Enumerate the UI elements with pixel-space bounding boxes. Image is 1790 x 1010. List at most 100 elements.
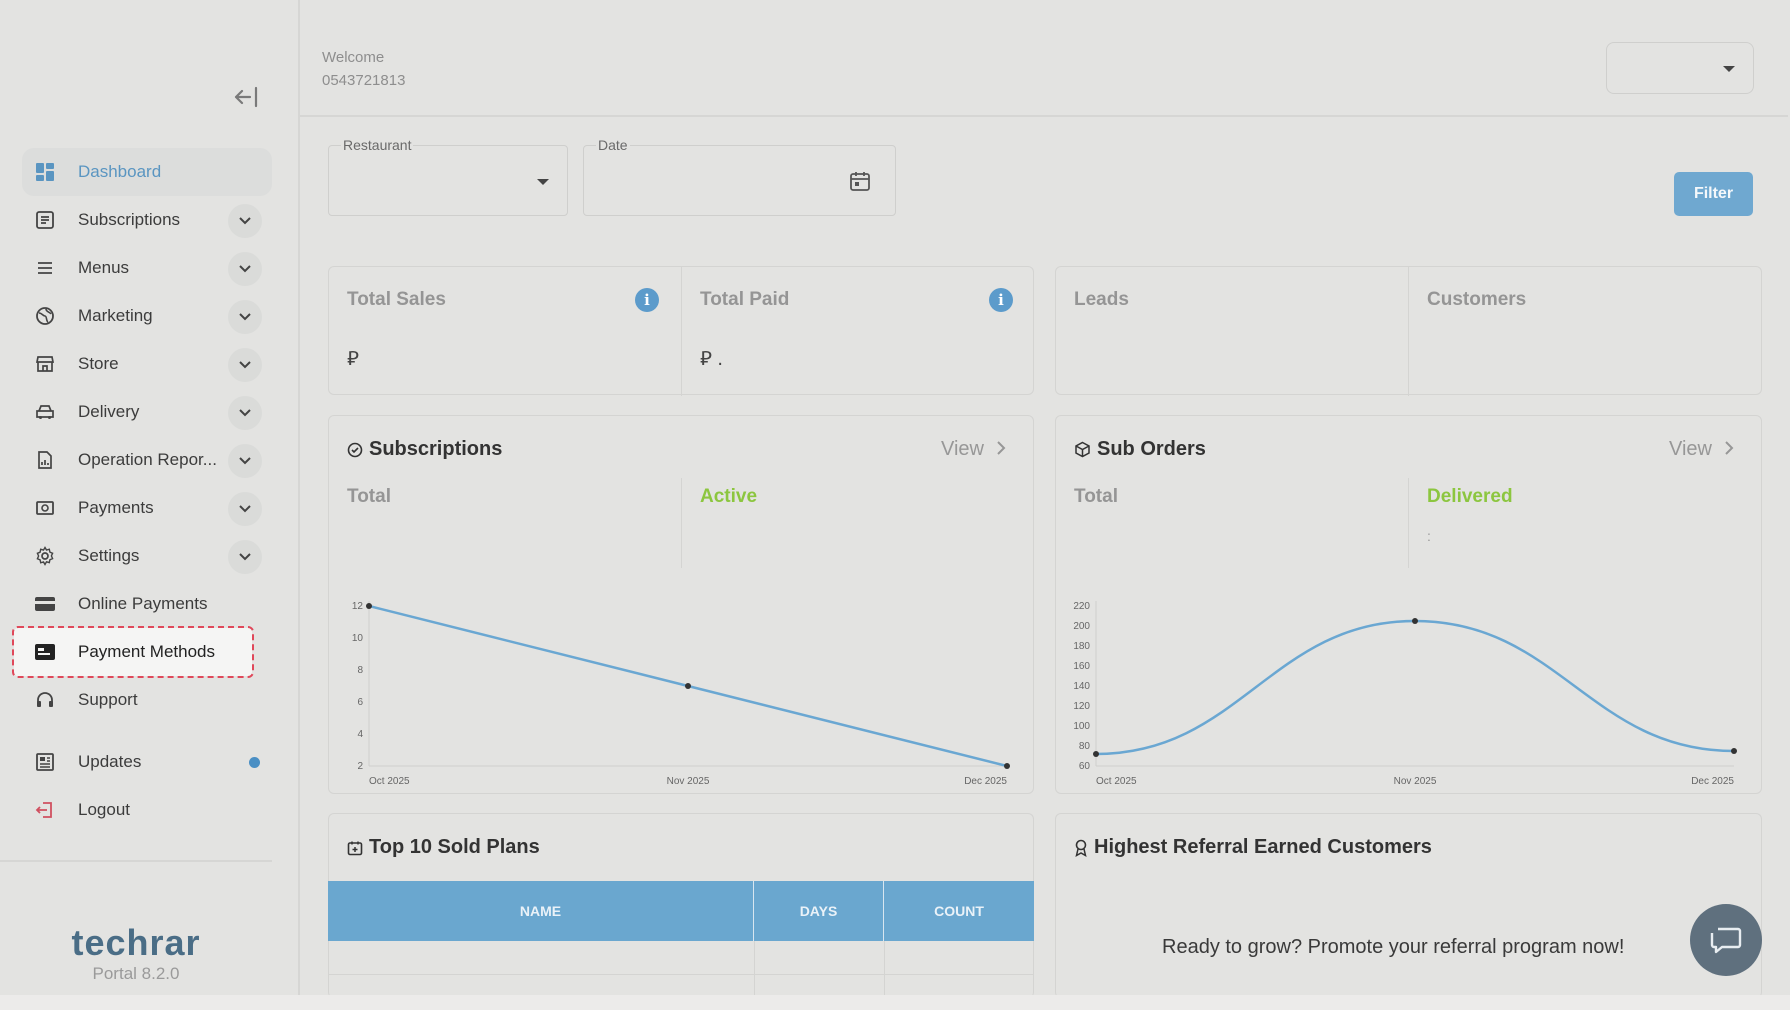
top-right-select[interactable]: [1606, 42, 1754, 94]
y-tick-label: 220: [1073, 601, 1090, 612]
sub-orders-delivered-value: :: [1427, 528, 1431, 544]
y-tick-label: 200: [1073, 621, 1090, 632]
chevron-down-icon[interactable]: [228, 396, 262, 430]
y-tick-label: 4: [357, 729, 363, 740]
caret-down-icon: [537, 179, 549, 185]
subscriptions-title-text: Subscriptions: [369, 438, 503, 460]
view-label: View: [1669, 438, 1712, 460]
chevron-down-icon[interactable]: [228, 492, 262, 526]
subscriptions-view-link[interactable]: View: [941, 438, 1006, 461]
hamburger-menu-icon: [34, 257, 56, 279]
chevron-down-icon[interactable]: [228, 348, 262, 382]
bottom-edge: [0, 995, 1790, 1010]
divider: [681, 478, 682, 568]
chevron-down-icon[interactable]: [228, 444, 262, 478]
sidebar-item-online-payments[interactable]: Online Payments: [22, 580, 272, 628]
sub-orders-card-title: Sub Orders: [1074, 438, 1206, 461]
sidebar: Dashboard Subscriptions Menus Marketing …: [0, 0, 300, 995]
table-row: [328, 941, 1034, 995]
restaurant-select[interactable]: Restaurant: [328, 137, 568, 216]
sidebar-item-updates[interactable]: Updates: [22, 738, 272, 786]
y-tick-label: 120: [1073, 701, 1090, 712]
logout-icon: [34, 799, 56, 821]
x-tick-label: Nov 2025: [667, 776, 710, 786]
sidebar-item-label: Store: [78, 354, 119, 373]
data-point: [1731, 748, 1737, 754]
divider: [884, 941, 885, 995]
chevron-down-icon[interactable]: [228, 204, 262, 238]
filter-button[interactable]: Filter: [1674, 172, 1753, 216]
view-label: View: [941, 438, 984, 460]
chevron-down-icon[interactable]: [228, 300, 262, 334]
dashboard-grid-icon: [34, 161, 56, 183]
chat-support-button[interactable]: [1690, 904, 1762, 976]
y-tick-label: 8: [357, 665, 363, 676]
sidebar-item-label: Delivery: [78, 402, 140, 421]
collapse-sidebar-icon[interactable]: [232, 84, 260, 116]
y-tick-label: 10: [352, 633, 364, 644]
calendar-icon[interactable]: [849, 170, 871, 197]
payment-card-icon: [34, 641, 56, 663]
x-tick-label: Dec 2025: [1691, 776, 1734, 786]
sub-orders-total-label: Total: [1074, 486, 1118, 507]
customer-stats-card: Leads Customers: [1055, 266, 1762, 396]
welcome-block: Welcome 0543721813: [322, 46, 405, 92]
caret-down-icon: [1723, 66, 1735, 72]
sidebar-item-support[interactable]: Support: [22, 676, 272, 724]
sidebar-item-payment-methods[interactable]: Payment Methods: [12, 626, 254, 678]
referral-title-text: Highest Referral Earned Customers: [1094, 836, 1432, 858]
sidebar-item-subscriptions[interactable]: Subscriptions: [22, 196, 272, 244]
newspaper-icon: [34, 751, 56, 773]
portal-version: Portal 8.2.0: [92, 964, 180, 983]
column-header-count[interactable]: COUNT: [934, 903, 984, 919]
sidebar-item-marketing[interactable]: Marketing: [22, 292, 272, 340]
sidebar-item-settings[interactable]: Settings: [22, 532, 272, 580]
y-tick-label: 12: [352, 601, 364, 612]
series-line: [1095, 619, 1735, 756]
y-tick-label: 2: [357, 761, 363, 772]
x-tick-label: Oct 2025: [369, 776, 410, 786]
top-plans-card-title: Top 10 Sold Plans: [347, 836, 540, 859]
brand-footer: techrar Portal 8.2.0: [0, 860, 272, 995]
subscriptions-card: Subscriptions View Total Active 2 4 6 8 10 12…: [328, 415, 1034, 794]
sidebar-item-delivery[interactable]: Delivery: [22, 388, 272, 436]
chevron-down-icon[interactable]: [228, 252, 262, 286]
restaurant-label: Restaurant: [341, 137, 414, 153]
date-picker[interactable]: Date: [583, 137, 896, 216]
sidebar-item-label: Payment Methods: [78, 642, 216, 661]
sub-orders-card: Sub Orders View Total Delivered : 60 80 10…: [1055, 415, 1762, 794]
divider: [754, 941, 755, 995]
data-point: [366, 603, 372, 609]
sidebar-item-operation-reports[interactable]: Operation Repor...: [22, 436, 272, 484]
top-header: Welcome 0543721813: [300, 20, 1788, 117]
sidebar-item-logout[interactable]: Logout: [22, 786, 272, 834]
y-tick-label: 140: [1073, 681, 1090, 692]
sidebar-item-label: Marketing: [78, 306, 153, 325]
sidebar-item-payments[interactable]: Payments: [22, 484, 272, 532]
subscriptions-card-title: Subscriptions: [347, 438, 502, 461]
report-file-icon: [34, 449, 56, 471]
subscriptions-total-label: Total: [347, 486, 391, 507]
column-header-days[interactable]: DAYS: [754, 881, 884, 941]
sidebar-item-label: Updates: [78, 752, 142, 771]
x-tick-label: Dec 2025: [964, 776, 1007, 786]
total-paid-title: Total Paid: [700, 289, 790, 310]
referral-card: Highest Referral Earned Customers: [1055, 813, 1762, 998]
chevron-down-icon[interactable]: [228, 540, 262, 574]
sidebar-item-label: Subscriptions: [78, 210, 181, 229]
sidebar-item-store[interactable]: Store: [22, 340, 272, 388]
sidebar-item-dashboard[interactable]: Dashboard: [22, 148, 272, 196]
top-plans-table-header: NAME DAYS COUNT: [328, 881, 1034, 941]
updates-badge-dot: [249, 757, 260, 768]
column-header-name[interactable]: NAME: [328, 881, 754, 941]
top-plans-title-text: Top 10 Sold Plans: [369, 836, 540, 858]
sidebar-item-label: Menus: [78, 258, 130, 277]
sub-orders-view-link[interactable]: View: [1669, 438, 1734, 461]
info-icon[interactable]: i: [989, 288, 1013, 312]
sidebar-item-label: Payments: [78, 498, 154, 517]
info-icon[interactable]: i: [635, 288, 659, 312]
package-icon: [1074, 441, 1091, 458]
sidebar-item-menus[interactable]: Menus: [22, 244, 272, 292]
chevron-right-icon: [996, 441, 1005, 455]
customers-title: Customers: [1427, 289, 1527, 310]
